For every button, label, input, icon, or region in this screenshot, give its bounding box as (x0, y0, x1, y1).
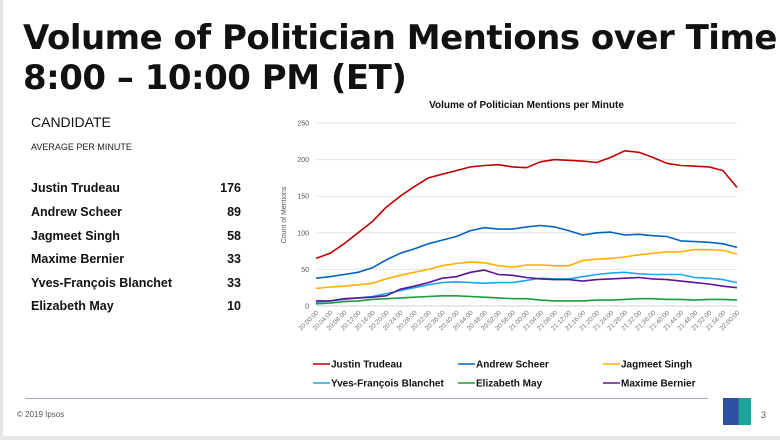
y-tick-label: 150 (297, 194, 309, 201)
candidate-row: Justin Trudeau 176 (31, 181, 241, 195)
y-tick-label: 0 (305, 304, 309, 311)
legend-label: Andrew Scheer (476, 360, 549, 371)
footer-divider (25, 398, 708, 399)
y-tick-label: 100 (297, 230, 309, 237)
candidate-row: Maxime Bernier 33 (31, 252, 241, 266)
candidate-name: Elizabeth May (31, 299, 114, 313)
candidate-average: 176 (220, 181, 241, 195)
series-line-elizabeth-may (315, 294, 738, 305)
series-line-justin-trudeau (315, 150, 738, 260)
candidate-average: 33 (227, 276, 241, 290)
copyright: © 2019 Ipsos (17, 410, 65, 419)
candidate-row: Yves-François Blanchet 33 (31, 276, 241, 290)
legend-label: Elizabeth May (476, 379, 543, 390)
legend-label: Maxime Bernier (621, 379, 696, 390)
candidate-average: 89 (227, 205, 241, 219)
series-line-andrew-scheer (315, 224, 738, 279)
candidate-name: Jagmeet Singh (31, 229, 120, 243)
candidate-name: Andrew Scheer (31, 205, 123, 219)
y-tick-label: 50 (301, 267, 309, 274)
title-line-2: 8:00 – 10:00 PM (ET) (23, 58, 407, 98)
table-header: CANDIDATE (31, 114, 111, 130)
legend-label: Yves-François Blanchet (331, 379, 444, 390)
candidate-row: Elizabeth May 10 (31, 299, 241, 313)
candidate-name: Justin Trudeau (31, 181, 120, 195)
table-subheader: AVERAGE PER MINUTE (31, 142, 132, 152)
candidate-average: 33 (227, 252, 241, 266)
series-line-yves-fran-ois-blanchet (315, 271, 738, 304)
candidate-average: 10 (227, 299, 241, 313)
y-tick-label: 250 (297, 121, 309, 128)
candidate-name: Maxime Bernier (31, 252, 125, 266)
y-tick-label: 200 (297, 157, 309, 164)
title-line-1: Volume of Politician Mentions over Time (23, 18, 777, 58)
series-line-jagmeet-singh (315, 248, 738, 290)
legend-label: Justin Trudeau (331, 360, 402, 371)
slide: Volume of Politician Mentions over Time … (3, 0, 780, 436)
page-number: 3 (761, 410, 767, 420)
candidate-name: Yves-François Blanchet (31, 276, 173, 290)
legend-label: Jagmeet Singh (621, 360, 692, 371)
y-axis-label: Count of Mentions (281, 186, 288, 243)
candidate-row: Andrew Scheer 89 (31, 205, 241, 219)
ipsos-logo (723, 398, 751, 425)
candidate-row: Jagmeet Singh 58 (31, 229, 241, 243)
candidate-average: 58 (227, 229, 241, 243)
chart-title: Volume of Politician Mentions per Minute (429, 100, 624, 111)
series-line-maxime-bernier (316, 269, 738, 302)
slide-title: Volume of Politician Mentions over Time … (23, 18, 777, 98)
